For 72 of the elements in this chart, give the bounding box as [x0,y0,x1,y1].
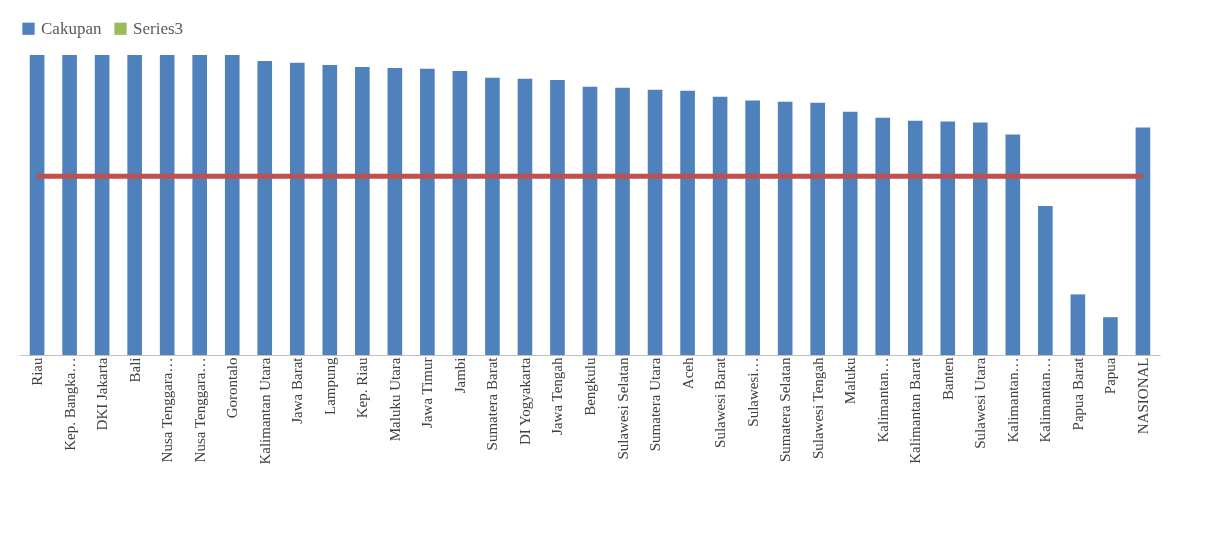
x-tick-label: Kep. Bangka… [61,357,78,451]
x-tick-label: Kalimantan Barat [907,356,924,464]
bar [582,86,598,355]
bar [647,89,663,355]
legend-label: Series3 [133,18,184,38]
bar [1135,127,1151,355]
x-tick-label: Sumatera Barat [484,356,501,451]
x-tick-label: Aceh [679,357,696,390]
x-tick-label: Sumatera Utara [647,357,664,452]
x-tick-label: Sulawesi Selatan [614,357,631,460]
bar [875,117,891,355]
x-tick-label: Kalimantan… [874,357,891,443]
bar [224,55,240,355]
bar [192,55,208,355]
x-tick-label: NASIONAL [1134,357,1151,435]
x-tick-label: Jawa Tengah [549,357,566,435]
bar [842,111,858,355]
bar [777,101,793,355]
x-tick-label: Sulawesi Utara [972,357,989,449]
x-tick-label: DKI Jakarta [94,357,111,431]
x-tick-label: Nusa Tenggara… [159,357,176,463]
x-tick-label: Kalimantan… [1037,357,1054,443]
x-tick-label: Maluku [842,357,859,405]
x-tick-label: Sulawesi Barat [712,356,729,448]
x-tick-label: Maluku Utara [386,357,403,442]
bar [972,122,988,355]
bar [810,102,825,355]
bar [1103,317,1118,355]
x-tick-label: Sulawesi Tengah [809,357,826,460]
bar [289,62,305,355]
bar [420,68,435,355]
bar [257,61,273,355]
bar [452,70,468,355]
x-tick-label: Kalimantan Utara [256,357,273,465]
bar [159,55,175,355]
x-tick-label: Nusa Tenggara… [191,357,208,463]
bar [1070,294,1086,355]
legend-label: Cakupan [41,18,102,38]
x-tick-label: DI Yogyakarta [516,357,533,445]
bar [712,96,728,355]
x-tick-label: Riau [29,357,46,386]
x-tick-label: Kep. Riau [354,357,371,419]
bar [745,100,760,355]
x-tick-label: Kalimantan… [1004,357,1021,443]
x-tick-label: Papua [1102,357,1119,395]
bar [1038,205,1053,355]
bar [1005,134,1021,355]
x-tick-label: Gorontalo [224,357,241,419]
bar [907,120,923,355]
bar [517,78,533,355]
x-tick-label: Jawa Timur [419,357,436,428]
bar [29,55,45,355]
bar [940,121,956,355]
bar [355,67,370,355]
bar [322,64,338,355]
bar [680,90,695,355]
bar [615,87,630,355]
x-tick-label: Jambi [451,357,468,394]
x-tick-label: Bali [126,357,143,383]
bar [94,55,110,355]
x-tick-label: Lampung [321,357,338,415]
bar [387,67,403,355]
bar [485,77,500,355]
x-tick-label: Papua Barat [1069,356,1086,431]
x-tick-label: Banten [939,357,956,400]
bar [550,79,565,355]
x-tick-label: Jawa Barat [289,356,306,424]
x-tick-label: Bengkulu [582,357,598,416]
x-tick-label: Sulawesi… [744,357,761,427]
bar [62,55,77,355]
bar [127,55,142,355]
x-tick-label: Sumatera Selatan [777,357,794,463]
